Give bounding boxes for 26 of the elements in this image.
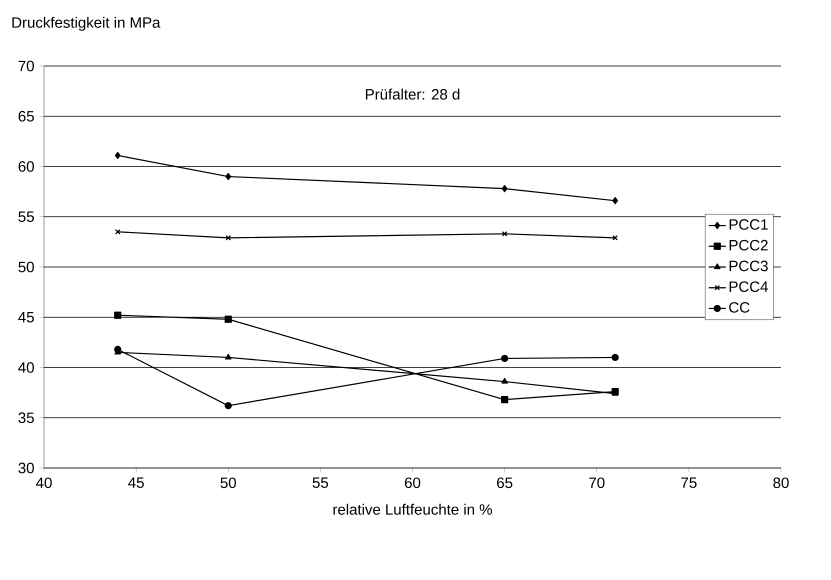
legend-label: CC	[729, 302, 750, 313]
x-tick-label: 50	[220, 477, 236, 488]
annotation: Prüfalter: 28 d	[366, 88, 460, 100]
legend-label: PCC1	[730, 219, 768, 230]
y-tick-label: 65	[18, 110, 34, 122]
y-tick-label: 40	[18, 362, 34, 373]
y-tick-label: 35	[18, 412, 34, 424]
x-tick-label: 40	[36, 477, 52, 488]
x-tick-label: 75	[681, 477, 697, 488]
legend-label: PCC2	[730, 240, 768, 251]
legend-label: PCC4	[730, 281, 768, 292]
x-tick-label: 60	[404, 477, 420, 488]
y-tick-label: 50	[18, 262, 34, 272]
y-tick-label: 30	[18, 462, 34, 474]
y-tick-label: 70	[18, 60, 34, 72]
legend-label: PCC3	[730, 260, 768, 272]
x-tick-label: 55	[312, 477, 328, 488]
x-tick-label: 65	[497, 477, 512, 488]
x-tick-label: 80	[773, 477, 789, 488]
y-tick-label: 45	[18, 312, 34, 322]
x-axis-title: relative Luftfeuchte in %	[333, 504, 492, 515]
y-tick-label: 55	[18, 212, 34, 222]
y-tick-label: 60	[18, 161, 34, 172]
x-tick-label: 70	[589, 477, 604, 488]
y-axis-title: Druckfestigkeit in MPa	[12, 16, 160, 31]
x-tick-label: 45	[128, 477, 144, 488]
